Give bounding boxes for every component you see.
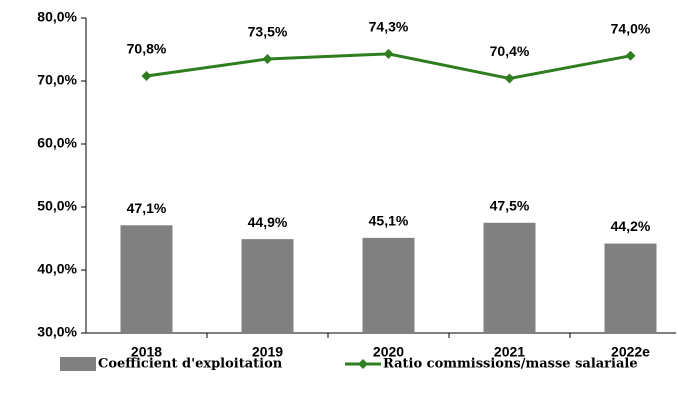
marker	[141, 70, 152, 81]
y-tick-label: 60,0%	[37, 135, 77, 151]
data-label: 70,8%	[127, 41, 167, 57]
bar	[604, 243, 657, 333]
bar	[483, 222, 536, 333]
x-tick-label: 2020	[373, 344, 404, 360]
marker	[504, 73, 515, 84]
data-label: 74,0%	[611, 21, 651, 37]
bar	[241, 239, 294, 333]
data-label: 45,1%	[369, 213, 409, 229]
y-tick-label: 80,0%	[37, 9, 77, 25]
legend-label: Coefficient d'exploitation	[98, 357, 283, 372]
data-label: 47,5%	[490, 197, 530, 213]
data-label: 44,2%	[611, 218, 651, 234]
legend-swatch	[60, 357, 96, 371]
marker	[262, 53, 273, 64]
data-label: 73,5%	[248, 24, 288, 40]
data-label: 70,4%	[490, 43, 530, 59]
x-tick-label: 2022e	[611, 344, 650, 360]
y-tick-label: 30,0%	[37, 324, 77, 340]
y-tick-label: 40,0%	[37, 261, 77, 277]
bar	[362, 237, 415, 333]
x-tick-label: 2018	[131, 344, 162, 360]
legend-marker	[358, 359, 368, 369]
data-label: 44,9%	[248, 214, 288, 230]
marker	[625, 50, 636, 61]
y-tick-label: 50,0%	[37, 198, 77, 214]
data-label: 47,1%	[127, 200, 167, 216]
x-tick-label: 2021	[494, 344, 525, 360]
x-tick-label: 2019	[252, 344, 283, 360]
legend-label: Ratio commissions/masse salariale	[383, 357, 638, 372]
y-tick-label: 70,0%	[37, 72, 77, 88]
bar	[120, 225, 173, 333]
marker	[383, 48, 394, 59]
data-label: 74,3%	[369, 19, 409, 35]
